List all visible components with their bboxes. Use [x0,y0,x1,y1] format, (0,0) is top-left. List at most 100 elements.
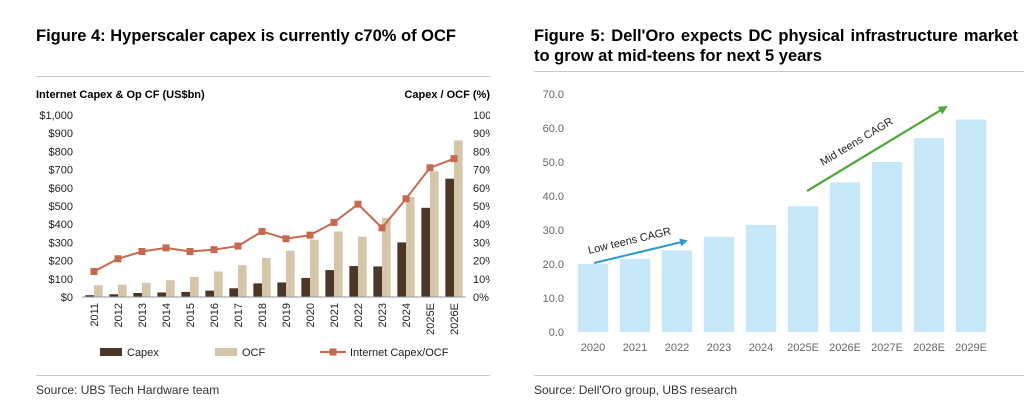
capex-ocf-line [93,157,455,273]
market-bar [619,258,651,332]
capex-bar [373,266,382,297]
legend-ratio-marker [329,348,337,356]
capex-ocf-marker [138,248,146,255]
legend-capex-label: Capex [127,347,159,359]
capex-ocf-marker [426,164,434,172]
x-tick-label: 2025E [425,303,437,335]
capex-bar [85,295,94,297]
capex-ocf-marker [306,231,314,239]
capex-bar [325,270,334,297]
market-bar [577,264,609,332]
y-left-tick-label: $400 [49,219,73,231]
capex-ocf-marker [354,200,362,208]
x-tick-label: 2024 [749,342,773,354]
capex-bar [157,292,166,297]
ocf-bar [142,282,151,297]
market-bar [661,250,693,332]
x-tick-label: 2023 [377,303,389,327]
y-right-tick-label: 20% [473,256,490,268]
legend-ratio-label: Internet Capex/OCF [350,347,449,359]
x-tick-label: 2021 [329,303,341,327]
market-bar [703,236,735,332]
y-left-tick-label: $600 [49,183,73,195]
y-right-tick-label: 40% [473,219,490,231]
y-right-tick-label: 10% [473,274,490,286]
y-right-tick-label: 60% [473,183,490,195]
figure-4-panel: Figure 4: Hyperscaler capex is currently… [0,0,490,414]
figure-5-source: Source: Dell'Oro group, UBS research [534,383,738,397]
legend-ocf-label: OCF [242,347,266,359]
y-tick-label: 50.0 [543,157,564,169]
y-right-axis-label: Capex / OCF (%) [404,89,490,101]
ocf-bar [238,265,247,297]
x-tick-label: 2015 [185,303,197,327]
capex-ocf-marker [450,155,458,163]
capex-bar [349,266,358,297]
y-tick-label: 10.0 [543,293,564,305]
capex-bar [397,242,406,297]
capex-bar [277,282,286,297]
x-tick-label: 2020 [305,303,317,327]
ocf-bar [310,239,319,297]
legend-ocf-swatch [215,348,237,356]
x-tick-label: 2019 [281,303,293,327]
capex-ocf-marker [162,244,170,252]
x-tick-label: 2026E [449,303,461,335]
capex-ocf-marker [378,224,386,232]
y-right-tick-label: 0% [473,292,489,304]
ocf-bar [406,196,415,297]
y-tick-label: 70.0 [543,89,564,101]
y-left-tick-label: $300 [49,237,73,249]
y-tick-label: 0.0 [549,327,564,339]
x-tick-label: 2011 [89,303,101,327]
y-left-tick-label: $700 [49,165,73,177]
ocf-bar [334,231,343,297]
market-bar [955,119,987,332]
market-bar [871,162,903,332]
y-right-tick-label: 70% [473,165,490,177]
ocf-bar [286,250,295,297]
y-tick-label: 60.0 [543,123,564,135]
x-tick-label: 2014 [161,303,173,327]
y-right-tick-label: 90% [473,128,490,140]
figure-5-title-rule [534,71,1024,72]
capex-ocf-marker [330,218,338,226]
y-left-tick-label: $500 [49,201,73,213]
figure-5-source-rule [534,375,1024,376]
capex-ocf-marker [258,227,266,235]
ocf-bar [190,276,199,297]
x-tick-label: 2029E [955,342,987,354]
ocf-bar [94,285,103,297]
capex-bar [445,178,454,297]
figure-4-source: Source: UBS Tech Hardware team [36,383,220,397]
y-tick-label: 30.0 [543,225,564,237]
y-left-tick-label: $800 [49,146,73,158]
x-tick-label: 2023 [707,342,731,354]
figure-5-chart: 70.0 60.0 50.0 40.0 30.0 20.0 10.0 0.0 2020 2021 2… [543,89,987,354]
y-left-tick-label: $100 [49,274,73,286]
ocf-bar [382,217,391,297]
mid-teens-arrow [806,105,948,192]
capex-ocf-marker [186,248,194,255]
x-tick-label: 2022 [665,342,689,354]
ocf-bar [430,171,439,297]
capex-bar [109,294,118,297]
figure-4-source-rule [36,375,490,376]
x-tick-label: 2026E [829,342,861,354]
x-tick-label: 2025E [787,342,819,354]
x-tick-label: 2020 [581,342,605,354]
ocf-bar [454,140,463,297]
y-left-axis-label: Internet Capex & Op CF (US$bn) [36,89,205,101]
x-tick-label: 2021 [623,342,647,354]
capex-ocf-marker [90,268,98,276]
capex-bar [181,291,190,297]
y-left-tick-label: $200 [49,256,73,268]
legend-capex-swatch [100,348,122,356]
capex-bar [229,288,238,297]
capex-bar [301,277,310,297]
market-bar [829,182,861,332]
x-tick-label: 2012 [113,303,125,327]
x-tick-label: 2022 [353,303,365,327]
ocf-bar [166,280,175,297]
capex-ocf-marker [234,242,242,250]
